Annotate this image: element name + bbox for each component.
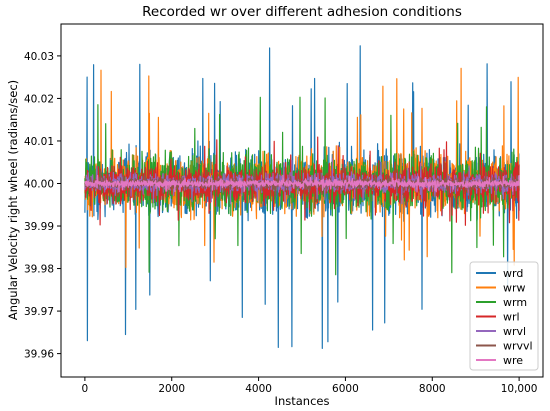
legend-label-wrm: wrm xyxy=(503,296,527,309)
legend-label-wrl: wrl xyxy=(503,311,520,324)
legend-label-wrw: wrw xyxy=(503,282,526,295)
y-tick-label: 40.02 xyxy=(24,93,54,105)
legend-label-wrd: wrd xyxy=(503,267,523,280)
x-axis-label: Instances xyxy=(275,394,330,408)
y-tick-label: 40.03 xyxy=(24,51,54,63)
y-tick-label: 39.99 xyxy=(24,221,54,233)
y-tick-label: 39.96 xyxy=(24,349,54,361)
x-tick-label: 8000 xyxy=(419,383,446,395)
plot-frame xyxy=(60,23,544,378)
y-tick-label: 39.98 xyxy=(24,264,54,276)
y-tick-label: 39.97 xyxy=(24,306,54,318)
y-tick-label: 40.01 xyxy=(24,136,54,148)
legend-label-wre: wre xyxy=(503,354,523,367)
x-tick-label: 0 xyxy=(82,383,89,395)
x-tick-label: 2000 xyxy=(158,383,185,395)
x-tick-label: 10,000 xyxy=(501,383,538,395)
x-tick-label: 6000 xyxy=(332,383,359,395)
legend-box xyxy=(469,261,539,371)
y-axis-label: Angular Velocity right wheel (radians/se… xyxy=(6,80,20,320)
legend-label-wrvl: wrvl xyxy=(503,325,526,338)
y-tick-label: 40.00 xyxy=(24,178,54,190)
series-line-wre xyxy=(84,174,520,193)
chart-title: Recorded wr over different adhesion cond… xyxy=(142,4,462,20)
legend-label-wrvvl: wrvvl xyxy=(503,340,533,353)
x-tick-label: 4000 xyxy=(245,383,272,395)
